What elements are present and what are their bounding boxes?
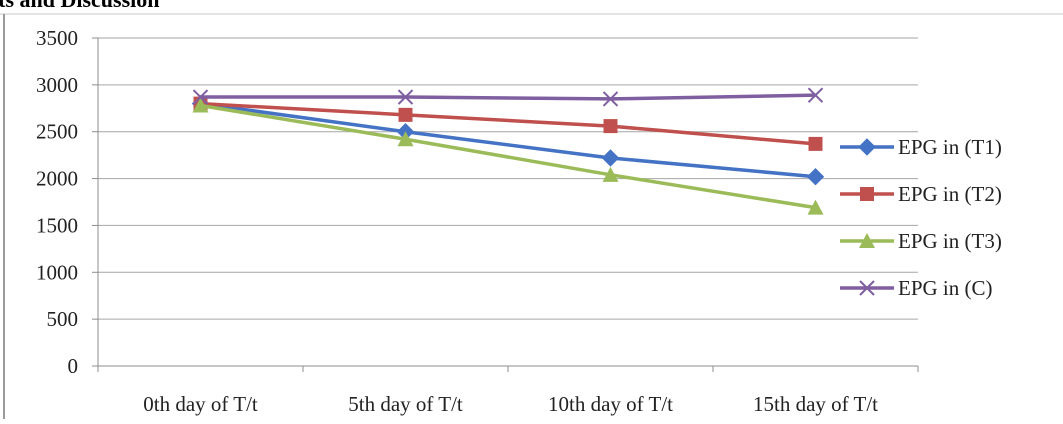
legend-label: EPG in (T2) [898,182,1002,206]
y-tick-label: 1500 [36,213,78,237]
y-tick-label: 1000 [36,260,78,284]
data-point [807,199,824,215]
legend-marker [860,187,874,201]
series-3 [192,87,824,107]
data-point [398,107,413,122]
data-point [808,136,823,151]
x-tick-label: 0th day of T/t [143,392,258,416]
legend-marker [858,138,876,156]
data-point [397,131,414,147]
x-tick-label: 15th day of T/t [753,392,878,416]
legend-label: EPG in (T1) [898,135,1002,159]
series-1 [193,96,823,151]
series-line [200,103,816,210]
y-tick-label: 3000 [36,73,78,97]
legend-marker [859,280,875,296]
data-point [397,89,414,105]
data-point [602,166,619,182]
legend-label: EPG in (C) [898,276,993,300]
x-tick-label: 10th day of T/t [548,392,673,416]
axes [92,37,919,372]
data-point [603,119,618,134]
series-line [200,101,816,146]
data-point [601,149,620,167]
y-tick-label: 500 [47,307,79,331]
legend-entry: EPG in (T1) [840,135,1002,159]
data-point [192,97,209,113]
legend: EPG in (T1) EPG in (T2) EPG in (T3) EPG in … [840,135,1002,300]
section-heading-fragment: lts and Discussion [0,0,160,12]
x-tick-label: 5th day of T/t [348,392,463,416]
y-tick-labels: 0 500 1000 1500 2000 2500 3000 3500 [36,26,78,378]
data-point [192,89,209,105]
y-tick-label: 0 [68,354,79,378]
legend-entry: EPG in (C) [840,276,993,300]
x-tick-labels: 0th day of T/t 5th day of T/t 10th day of … [143,392,878,416]
legend-marker [859,233,875,248]
legend-entry: EPG in (T2) [840,182,1002,206]
data-series [191,87,825,215]
y-tick-label: 2000 [36,167,78,191]
y-tick-label: 2500 [36,120,78,144]
gridlines [98,37,918,320]
data-point [602,91,619,107]
y-tick-label: 3500 [36,26,78,50]
data-point [807,87,824,103]
series-2 [192,97,824,215]
legend-label: EPG in (T3) [898,229,1002,253]
legend-entry: EPG in (T3) [840,229,1002,253]
series-line [200,93,816,101]
data-point [806,167,825,186]
series-line [200,101,816,179]
